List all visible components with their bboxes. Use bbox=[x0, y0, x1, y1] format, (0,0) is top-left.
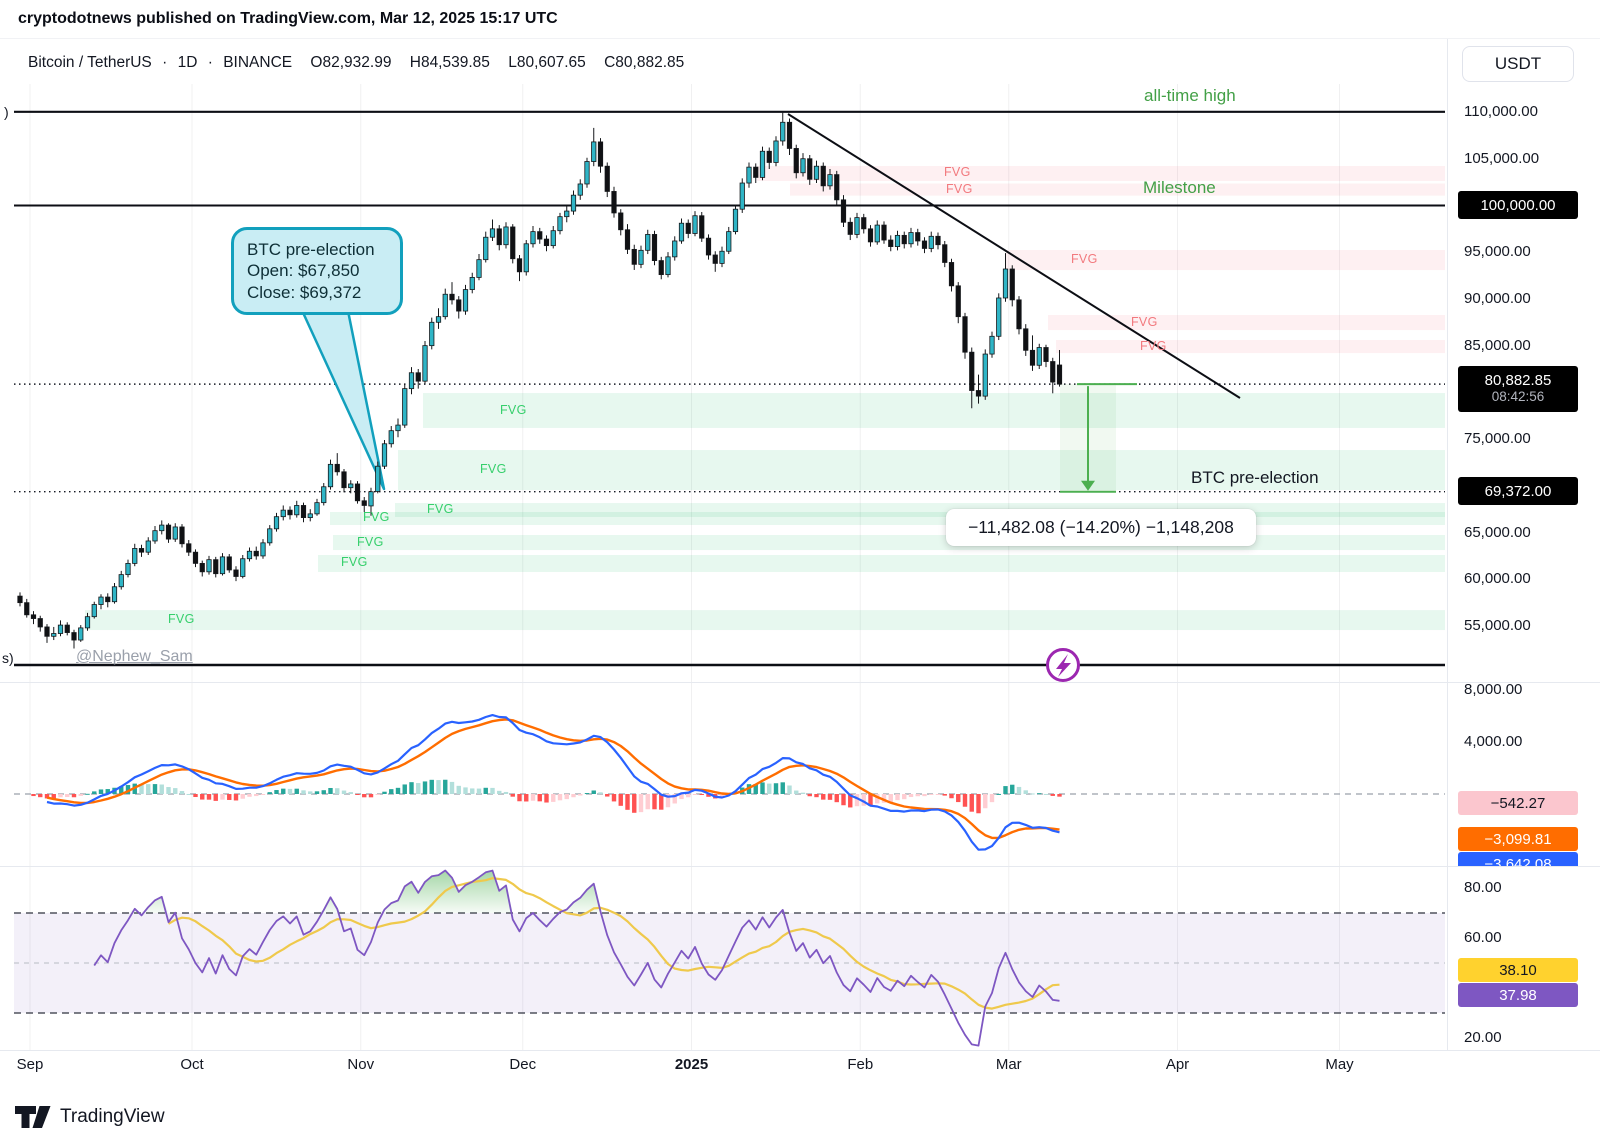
exchange-label: BINANCE bbox=[223, 54, 293, 71]
symbol-header: Bitcoin / TetherUS · 1D · BINANCE O82,93… bbox=[28, 54, 690, 72]
price-scale-label-85000: 85,000.00 bbox=[1464, 336, 1531, 354]
price-scale-label-95000: 95,000.00 bbox=[1464, 243, 1531, 261]
milestone-price-badge: 100,000.00 bbox=[1458, 191, 1578, 219]
price-scale-label-55000: 55,000.00 bbox=[1464, 617, 1531, 635]
rsi-value-badge: 37.98 bbox=[1458, 983, 1578, 1007]
fvg-zone-label-8: FVG bbox=[363, 510, 390, 525]
bar-countdown: 08:42:56 bbox=[1491, 389, 1545, 405]
x-axis-label-dec: Dec bbox=[509, 1056, 537, 1073]
fvg-zone-label-6: FVG bbox=[480, 462, 507, 477]
x-axis-label-may: May bbox=[1325, 1056, 1354, 1073]
macd-line-badge-clip: −3,642.08 bbox=[1458, 852, 1578, 866]
macd-scale-label-8000: 8,000.00 bbox=[1464, 681, 1523, 698]
rsi-scale-label-20: 20.00 bbox=[1464, 1029, 1502, 1046]
clipped-label-bottom: s) bbox=[2, 650, 14, 666]
attribution-text: cryptodotnews published on TradingView.c… bbox=[18, 10, 558, 27]
callout-line-3: Close: $69,372 bbox=[247, 282, 362, 302]
currency-toggle-button[interactable]: USDT bbox=[1462, 46, 1574, 82]
all-time-high-label: all-time high bbox=[1144, 86, 1236, 105]
price-scale-label-90000: 90,000.00 bbox=[1464, 289, 1531, 307]
macd-histogram-badge: −542.27 bbox=[1458, 791, 1578, 815]
milestone-label: Milestone bbox=[1143, 178, 1216, 197]
ohlc-low: L80,607.65 bbox=[508, 54, 586, 71]
last-price-value: 80,882.85 bbox=[1484, 372, 1552, 390]
price-scale-label-105000: 105,000.00 bbox=[1464, 149, 1540, 167]
header-dot-1: · bbox=[162, 54, 168, 71]
fvg-zone-label-2: FVG bbox=[1071, 252, 1098, 267]
fvg-zone-label-10: FVG bbox=[341, 555, 368, 570]
price-scale-label-60000: 60,000.00 bbox=[1464, 570, 1531, 588]
ohlc-close: C80,882.85 bbox=[604, 54, 685, 71]
ohlc-open: O82,932.99 bbox=[310, 54, 392, 71]
fvg-zone-label-5: FVG bbox=[500, 402, 527, 417]
fvg-zone-label-3: FVG bbox=[1131, 314, 1158, 329]
callout-line-2: Open: $67,850 bbox=[247, 261, 360, 281]
author-watermark: @Nephew_Sam bbox=[76, 648, 193, 665]
fvg-zone-label-1: FVG bbox=[946, 181, 973, 196]
ohlc-high: H84,539.85 bbox=[409, 54, 490, 71]
fvg-zone-label-0: FVG bbox=[944, 165, 971, 180]
price-scale-label-65000: 65,000.00 bbox=[1464, 523, 1531, 541]
tradingview-logo[interactable]: TradingView bbox=[14, 1104, 165, 1130]
rsi-scale-label-60: 60.00 bbox=[1464, 929, 1502, 946]
rsi-ma-badge: 38.10 bbox=[1458, 958, 1578, 982]
tradingview-logo-icon bbox=[15, 1106, 51, 1128]
fvg-zone-label-7: FVG bbox=[427, 501, 454, 516]
macd-scale-label-4000: 4,000.00 bbox=[1464, 733, 1523, 750]
measurement-label: −11,482.08 (−14.20%) −1,148,208 bbox=[946, 509, 1256, 546]
macd-signal-badge: −3,099.81 bbox=[1458, 827, 1578, 851]
header-dot-2: · bbox=[207, 54, 213, 71]
price-scale-label-110000: 110,000.00 bbox=[1464, 103, 1538, 120]
price-scale-label-75000: 75,000.00 bbox=[1464, 430, 1531, 448]
clipped-label-top: ) bbox=[4, 104, 9, 120]
tradingview-logo-text: TradingView bbox=[60, 1106, 165, 1127]
callout-line-1: BTC pre-election bbox=[247, 240, 375, 259]
last-price-badge: 80,882.85 08:42:56 bbox=[1458, 366, 1578, 412]
fvg-zone-label-9: FVG bbox=[357, 534, 384, 549]
x-axis-label-apr: Apr bbox=[1165, 1056, 1190, 1073]
x-axis-label-2025: 2025 bbox=[674, 1056, 709, 1073]
x-axis-label-oct: Oct bbox=[180, 1056, 204, 1073]
pre-election-price-badge: 69,372.00 bbox=[1458, 477, 1578, 505]
pre-election-level-label: BTC pre-election bbox=[1191, 468, 1319, 487]
interval-label: 1D bbox=[177, 54, 198, 71]
pre-election-callout: BTC pre-election Open: $67,850 Close: $6… bbox=[231, 227, 403, 315]
x-axis-label-nov: Nov bbox=[347, 1056, 375, 1073]
macd-line-badge: −3,642.08 bbox=[1458, 852, 1578, 866]
symbol-name: Bitcoin / TetherUS bbox=[28, 54, 152, 71]
x-axis-label-feb: Feb bbox=[847, 1056, 874, 1073]
x-axis-label-mar: Mar bbox=[995, 1056, 1022, 1073]
fvg-zone-label-4: FVG bbox=[1140, 338, 1167, 353]
fvg-zone-label-11: FVG bbox=[168, 612, 195, 627]
rsi-scale-label-80: 80.00 bbox=[1464, 879, 1502, 896]
x-axis-label-sep: Sep bbox=[16, 1056, 44, 1073]
